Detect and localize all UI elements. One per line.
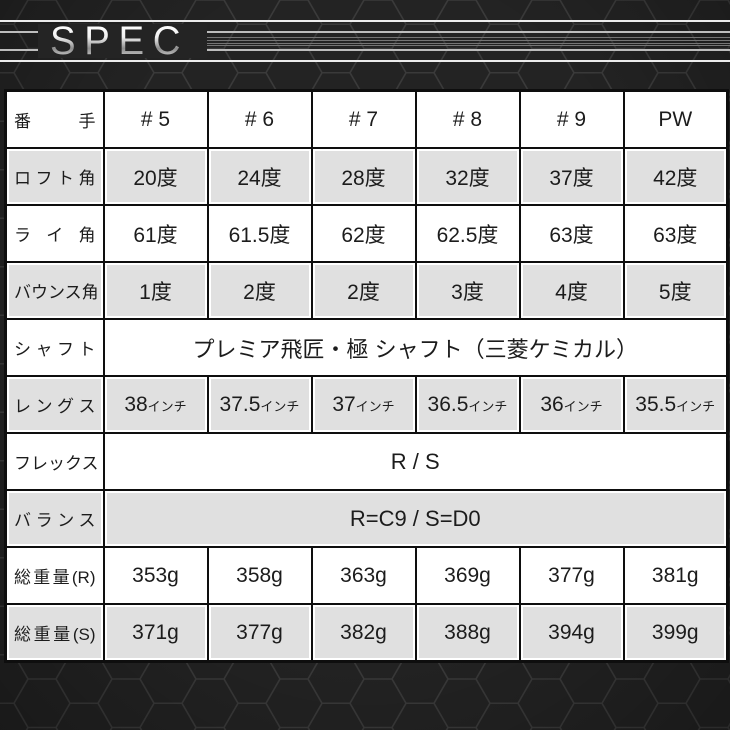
length-value: 37.5 bbox=[219, 392, 261, 416]
row-label: 総重量(R) bbox=[4, 546, 105, 605]
loft-cell: 20度 bbox=[102, 147, 209, 206]
bounce-cell: 5度 bbox=[622, 261, 729, 320]
length-cell: 37インチ bbox=[310, 375, 417, 434]
lie-cell: 62度 bbox=[310, 204, 417, 263]
loft-cell: 24度 bbox=[206, 147, 313, 206]
length-value: 36 bbox=[540, 392, 564, 416]
row-total-weight-r: 総重量(R) 353g 358g 363g 369g 377g 381g bbox=[4, 546, 729, 605]
club-number-cell: PW bbox=[622, 89, 729, 149]
weight-r-cell: 358g bbox=[206, 546, 313, 605]
row-flex: フレックス R / S bbox=[4, 432, 729, 491]
length-unit: インチ bbox=[147, 398, 187, 414]
length-cell: 35.5インチ bbox=[622, 375, 729, 434]
length-unit: インチ bbox=[260, 398, 300, 414]
decorative-line-mid-lower bbox=[0, 49, 730, 51]
club-number-cell: # 8 bbox=[414, 89, 521, 149]
bounce-cell: 1度 bbox=[102, 261, 209, 320]
length-cell: 36インチ bbox=[518, 375, 625, 434]
length-value: 38 bbox=[124, 392, 148, 416]
loft-cell: 37度 bbox=[518, 147, 625, 206]
weight-r-cell: 353g bbox=[102, 546, 209, 605]
decorative-line-thin bbox=[150, 40, 730, 41]
row-length: レングス 38インチ 37.5インチ 37インチ 36.5インチ 36インチ 3… bbox=[4, 375, 729, 434]
length-cell: 38インチ bbox=[102, 375, 209, 434]
row-club-number: 番手 # 5 # 6 # 7 # 8 # 9 PW bbox=[4, 89, 729, 149]
club-number-cell: # 6 bbox=[206, 89, 313, 149]
club-number-cell: # 9 bbox=[518, 89, 625, 149]
lie-cell: 61.5度 bbox=[206, 204, 313, 263]
weight-s-cell: 394g bbox=[518, 603, 625, 663]
row-label: フレックス bbox=[4, 432, 105, 491]
club-number-cell: # 7 bbox=[310, 89, 417, 149]
spec-header: SPEC bbox=[0, 0, 730, 89]
row-label: 総重量(S) bbox=[4, 603, 105, 663]
shaft-cell: プレミア飛匠・極 シャフト（三菱ケミカル） bbox=[102, 318, 729, 377]
decorative-line-thin bbox=[150, 45, 730, 46]
row-label: バウンス角 bbox=[4, 261, 105, 320]
weight-r-cell: 369g bbox=[414, 546, 521, 605]
loft-cell: 28度 bbox=[310, 147, 417, 206]
loft-cell: 42度 bbox=[622, 147, 729, 206]
loft-cell: 32度 bbox=[414, 147, 521, 206]
weight-r-cell: 363g bbox=[310, 546, 417, 605]
length-unit: インチ bbox=[355, 398, 395, 414]
weight-r-cell: 377g bbox=[518, 546, 625, 605]
decorative-line-thin bbox=[150, 37, 730, 38]
row-label: レングス bbox=[4, 375, 105, 434]
row-label: シャフト bbox=[4, 318, 105, 377]
weight-s-cell: 371g bbox=[102, 603, 209, 663]
row-label: ライ角 bbox=[4, 204, 105, 263]
bounce-cell: 3度 bbox=[414, 261, 521, 320]
length-cell: 37.5インチ bbox=[206, 375, 313, 434]
row-label: バランス bbox=[4, 489, 105, 548]
club-number-cell: # 5 bbox=[102, 89, 209, 149]
length-cell: 36.5インチ bbox=[414, 375, 521, 434]
flex-cell: R / S bbox=[102, 432, 729, 491]
decorative-line-thin bbox=[150, 43, 730, 44]
row-label: 番手 bbox=[4, 89, 105, 149]
row-bounce-angle: バウンス角 1度 2度 2度 3度 4度 5度 bbox=[4, 261, 729, 320]
lie-cell: 62.5度 bbox=[414, 204, 521, 263]
bounce-cell: 2度 bbox=[310, 261, 417, 320]
row-label: ロフト角 bbox=[4, 147, 105, 206]
decorative-line-mid-upper bbox=[0, 31, 730, 33]
decorative-line-bottom bbox=[0, 60, 730, 62]
weight-s-cell: 388g bbox=[414, 603, 521, 663]
lie-cell: 63度 bbox=[518, 204, 625, 263]
page-title: SPEC bbox=[50, 19, 190, 63]
length-value: 37 bbox=[332, 392, 356, 416]
length-value: 35.5 bbox=[635, 392, 677, 416]
decorative-line-top bbox=[0, 20, 730, 22]
lie-cell: 63度 bbox=[622, 204, 729, 263]
row-balance: バランス R=C9 / S=D0 bbox=[4, 489, 729, 548]
weight-r-cell: 381g bbox=[622, 546, 729, 605]
length-unit: インチ bbox=[468, 398, 508, 414]
length-unit: インチ bbox=[563, 398, 603, 414]
row-total-weight-s: 総重量(S) 371g 377g 382g 388g 394g 399g bbox=[4, 603, 729, 663]
bounce-cell: 4度 bbox=[518, 261, 625, 320]
balance-cell: R=C9 / S=D0 bbox=[102, 489, 729, 548]
weight-s-cell: 399g bbox=[622, 603, 729, 663]
row-shaft: シャフト プレミア飛匠・極 シャフト（三菱ケミカル） bbox=[4, 318, 729, 377]
spec-table: 番手 # 5 # 6 # 7 # 8 # 9 PW ロフト角 20度 24度 2… bbox=[4, 89, 729, 663]
length-unit: インチ bbox=[676, 398, 716, 414]
length-value: 36.5 bbox=[427, 392, 469, 416]
spec-title-container: SPEC bbox=[38, 19, 207, 63]
bounce-cell: 2度 bbox=[206, 261, 313, 320]
weight-s-cell: 377g bbox=[206, 603, 313, 663]
row-lie-angle: ライ角 61度 61.5度 62度 62.5度 63度 63度 bbox=[4, 204, 729, 263]
weight-s-cell: 382g bbox=[310, 603, 417, 663]
row-loft-angle: ロフト角 20度 24度 28度 32度 37度 42度 bbox=[4, 147, 729, 206]
lie-cell: 61度 bbox=[102, 204, 209, 263]
